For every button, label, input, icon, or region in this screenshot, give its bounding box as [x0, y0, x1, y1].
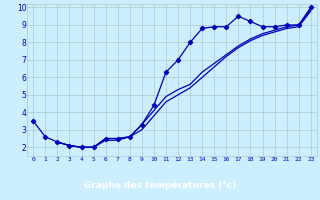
Text: Graphe des températures (°c): Graphe des températures (°c)	[84, 180, 236, 190]
